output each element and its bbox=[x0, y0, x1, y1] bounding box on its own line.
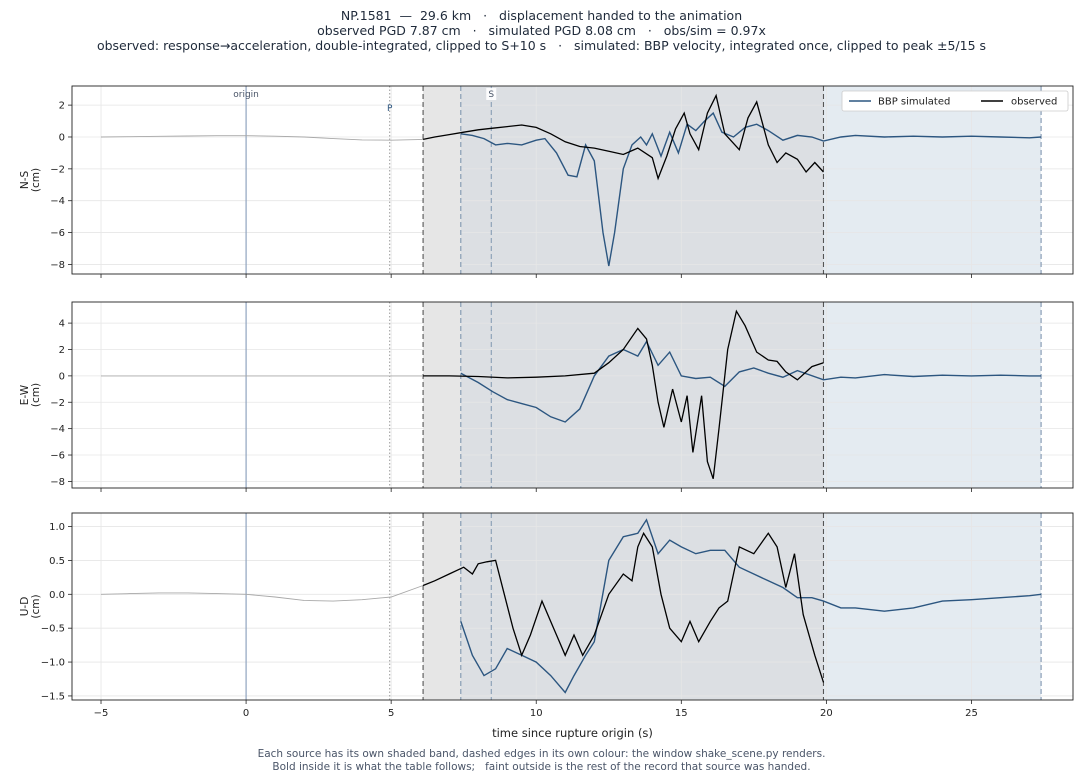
observed-series-line bbox=[422, 531, 825, 683]
panel-frame bbox=[71, 85, 1074, 275]
x-tick-label: 15 bbox=[675, 708, 688, 719]
y-tick-label: −8 bbox=[50, 260, 65, 271]
y-axis-label-line: (cm) bbox=[30, 168, 42, 192]
legend-box bbox=[841, 90, 1069, 112]
y-tick-label: 2 bbox=[59, 345, 65, 356]
footer-line-2: Bold inside it is what the table follows… bbox=[272, 760, 811, 773]
y-tick-label: 0.5 bbox=[49, 556, 65, 567]
chart-title: NP.1581 — 29.6 km · displacement handed … bbox=[0, 8, 1083, 53]
x-tick-label: 0 bbox=[243, 708, 249, 719]
y-tick-label: −4 bbox=[50, 196, 65, 207]
panel-frame bbox=[71, 301, 1074, 489]
simulated-series-line bbox=[460, 518, 1042, 694]
chart-footer: Each source has its own shaded band, das… bbox=[0, 748, 1083, 773]
x-tick-label: −5 bbox=[94, 708, 109, 719]
y-tick-label: 1.0 bbox=[49, 522, 65, 533]
x-tick-label: 10 bbox=[530, 708, 543, 719]
y-tick-label: −1.5 bbox=[41, 691, 65, 702]
p-label: P bbox=[387, 104, 393, 114]
simulated-window-band bbox=[823, 86, 1042, 274]
x-tick-label: 5 bbox=[388, 708, 394, 719]
x-axis-label: time since rupture origin (s) bbox=[492, 726, 653, 740]
title-line-3: observed: response→acceleration, double-… bbox=[96, 38, 987, 53]
y-axis-label: U-D(cm) bbox=[19, 594, 42, 618]
legend-label-simulated: BBP simulated bbox=[878, 97, 950, 108]
title-line-1: NP.1581 — 29.6 km · displacement handed … bbox=[340, 8, 743, 23]
legend-label-observed: observed bbox=[1011, 97, 1057, 108]
observed-series-line bbox=[422, 93, 824, 181]
origin-label: origin bbox=[233, 90, 259, 100]
simulated-window-band bbox=[823, 302, 1042, 488]
y-tick-label: −6 bbox=[50, 228, 65, 239]
panel-3: 1.0 0.5 0.0 −0.5 −1.0 −1.5 U-D(cm) −5 0 5 10 15 20 25… bbox=[19, 512, 1074, 740]
observed-window-band bbox=[423, 302, 461, 488]
y-tick-label: −2 bbox=[50, 164, 65, 175]
y-tick-label: −2 bbox=[50, 398, 65, 409]
observed-series-line bbox=[423, 309, 824, 480]
y-tick-label: 2 bbox=[59, 101, 65, 112]
legend: BBP simulated observed bbox=[841, 90, 1069, 112]
y-tick-label: −6 bbox=[50, 451, 65, 462]
y-tick-label: 0 bbox=[59, 371, 65, 382]
s-label: S bbox=[488, 90, 494, 100]
title-line-2: observed PGD 7.87 cm · simulated PGD 8.0… bbox=[317, 23, 766, 38]
overlap-window-band bbox=[460, 513, 824, 700]
x-tick-label: 25 bbox=[965, 708, 978, 719]
panel-2: 4 2 0 −2 −4 −6 −8 E-W(cm) bbox=[19, 301, 1074, 492]
overlap-window-band bbox=[460, 302, 824, 488]
y-tick-label: 4 bbox=[59, 319, 65, 330]
y-tick-label: −4 bbox=[50, 424, 65, 435]
s-label-bg bbox=[486, 88, 497, 100]
y-axis-label-line: (cm) bbox=[30, 383, 42, 407]
footer-line-1: Each source has its own shaded band, das… bbox=[257, 748, 826, 760]
observed-window-band bbox=[423, 86, 461, 274]
observed-window-band bbox=[423, 513, 461, 700]
overlap-window-band bbox=[460, 86, 824, 274]
y-axis-label: N-S(cm) bbox=[19, 168, 42, 192]
y-tick-label: −1.0 bbox=[41, 658, 65, 669]
panel-1: 2 0 −2 −4 −6 −8 N-S(cm) origin P S BBP simulated ob… bbox=[19, 85, 1074, 278]
y-tick-label: −8 bbox=[50, 477, 65, 488]
faint-pre-record bbox=[100, 585, 424, 602]
y-tick-label: 0.0 bbox=[49, 590, 65, 601]
y-tick-label: 0 bbox=[59, 132, 65, 143]
y-axis-label-line: E-W bbox=[19, 384, 31, 405]
simulated-series-line bbox=[460, 340, 1042, 423]
y-tick-label: −0.5 bbox=[41, 624, 65, 635]
faint-pre-record bbox=[100, 135, 424, 141]
simulated-window-band bbox=[823, 513, 1042, 700]
y-axis-label-line: (cm) bbox=[30, 594, 42, 618]
y-axis-label: E-W(cm) bbox=[19, 383, 42, 407]
x-tick-label: 20 bbox=[820, 708, 833, 719]
simulated-series-line bbox=[460, 111, 1042, 267]
y-axis-label-line: N-S bbox=[19, 171, 31, 190]
y-axis-label-line: U-D bbox=[19, 597, 31, 617]
panel-frame bbox=[71, 512, 1074, 701]
